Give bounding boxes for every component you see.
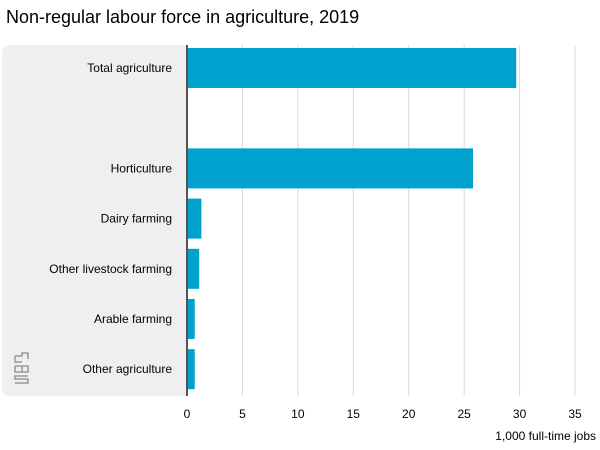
x-tick-label: 20 [402,407,416,421]
bar [187,248,200,289]
x-tick-label: 30 [513,407,527,421]
category-label: Dairy farming [101,212,172,226]
chart-title: Non-regular labour force in agriculture,… [6,7,360,27]
bar [187,148,474,189]
x-axis-title: 1,000 full-time jobs [495,429,596,443]
x-tick-label: 25 [457,407,471,421]
category-label-panel [2,45,187,396]
x-tick-label: 5 [239,407,246,421]
category-label: Total agriculture [87,61,172,75]
bar [187,48,517,88]
x-tick-label: 0 [184,407,191,421]
category-label-panel-edge [177,45,187,396]
category-label: Horticulture [111,161,173,175]
category-label: Other livestock farming [49,262,172,276]
x-tick-label: 35 [568,407,582,421]
cbs-logo-icon [14,352,29,384]
x-tick-label: 15 [347,407,361,421]
bar [187,299,195,339]
category-label: Other agriculture [83,362,173,376]
category-label: Arable farming [94,312,172,326]
bar [187,198,202,239]
x-tick-label: 10 [291,407,305,421]
bar [187,349,195,390]
